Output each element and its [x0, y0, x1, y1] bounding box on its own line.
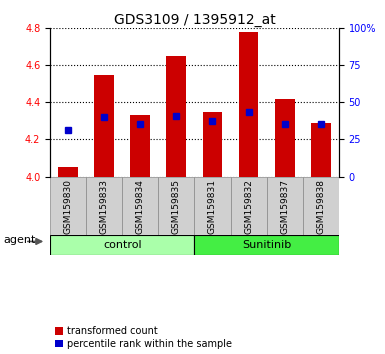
Text: GSM159835: GSM159835 [172, 179, 181, 234]
Bar [194, 235, 339, 255]
Bar [203, 112, 223, 177]
Bar [122, 177, 158, 235]
Title: GDS3109 / 1395912_at: GDS3109 / 1395912_at [114, 13, 275, 27]
Text: GSM159833: GSM159833 [100, 179, 109, 234]
Bar [311, 123, 331, 177]
Text: Sunitinib: Sunitinib [242, 240, 291, 250]
Text: GSM159830: GSM159830 [64, 179, 73, 234]
Text: agent: agent [4, 234, 36, 245]
Text: GSM159838: GSM159838 [316, 179, 325, 234]
Bar [239, 32, 258, 177]
Text: GSM159831: GSM159831 [208, 179, 217, 234]
Bar [58, 167, 78, 177]
Bar [166, 56, 186, 177]
Bar [275, 99, 295, 177]
Text: GSM159834: GSM159834 [136, 179, 145, 234]
Legend: transformed count, percentile rank within the sample: transformed count, percentile rank withi… [55, 326, 232, 349]
Bar [231, 177, 266, 235]
Text: GSM159837: GSM159837 [280, 179, 289, 234]
Bar [86, 177, 122, 235]
Bar [94, 75, 114, 177]
Text: GSM159832: GSM159832 [244, 179, 253, 234]
Bar [50, 235, 194, 255]
Bar [50, 177, 86, 235]
Bar [131, 115, 150, 177]
Text: control: control [103, 240, 142, 250]
Bar [266, 177, 303, 235]
Bar [303, 177, 339, 235]
Bar [194, 177, 231, 235]
Bar [158, 177, 194, 235]
